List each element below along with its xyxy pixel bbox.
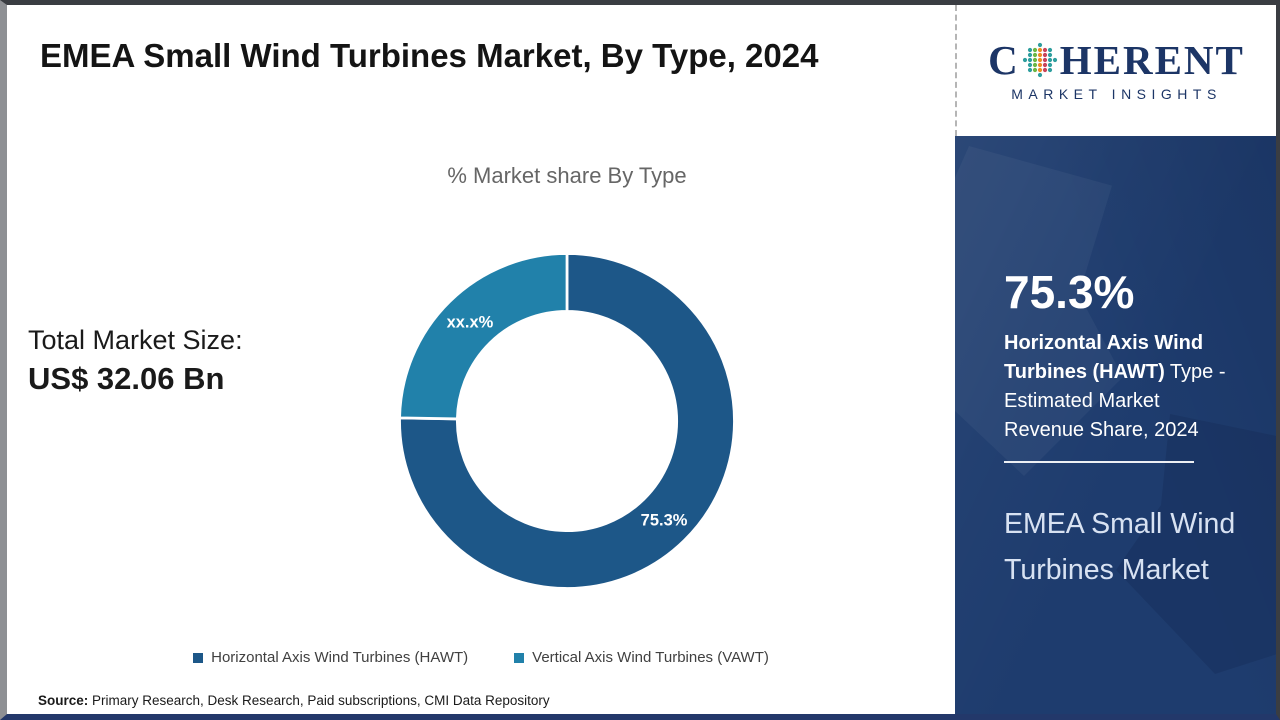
legend-swatch-vawt-icon	[514, 652, 525, 663]
sidebar-share-caption: Type - Estimated Market Revenue Share, 2…	[1004, 361, 1226, 441]
chart-legend: Horizontal Axis Wind Turbines (HAWT) Ver…	[7, 649, 955, 666]
donut-slice	[398, 252, 569, 421]
source-label: Source:	[38, 693, 89, 708]
legend-item-hawt: Horizontal Axis Wind Turbines (HAWT)	[193, 649, 468, 666]
source-text: Primary Research, Desk Research, Paid su…	[88, 693, 550, 708]
sidebar-share-description: Horizontal Axis Wind Turbines (HAWT) Typ…	[1004, 329, 1242, 445]
total-market-size-value: US$ 32.06 Bn	[28, 361, 225, 396]
legend-swatch-hawt-icon	[193, 652, 204, 663]
sidebar-share-value: 75.3%	[1004, 266, 1135, 318]
page-title: EMEA Small Wind Turbines Market, By Type…	[40, 37, 819, 74]
donut-chart: 75.3% xx.x%	[384, 238, 750, 604]
brand-logo: C HERENT	[988, 36, 1245, 83]
legend-label-hawt: Horizontal Axis Wind Turbines (HAWT)	[211, 649, 469, 666]
donut-slice	[398, 252, 736, 590]
sidebar-market-name: EMEA Small Wind Turbines Market	[1004, 508, 1236, 586]
legend-label-vawt: Vertical Axis Wind Turbines (VAWT)	[532, 649, 769, 666]
total-market-size-label: Total Market Size:	[28, 325, 243, 355]
total-market-size-block: Total Market Size: US$ 32.06 Bn	[28, 325, 243, 397]
donut-chart-svg: 75.3% xx.x%	[398, 252, 736, 590]
highlight-sidebar: 75.3% Horizontal Axis Wind Turbines (HAW…	[955, 136, 1276, 714]
sidebar-divider	[1004, 461, 1194, 463]
brand-logo-panel: C HERENT MARKET INSIGHTS	[955, 5, 1276, 136]
brand-word-prefix: C	[988, 36, 1020, 83]
source-note: Source: Primary Research, Desk Research,…	[38, 693, 550, 708]
slice-data-label: xx.x%	[447, 314, 494, 332]
sidebar-share-segment: Horizontal Axis Wind Turbines (HAWT)	[1004, 332, 1204, 383]
slice-data-label: 75.3%	[641, 511, 688, 529]
chart-title: % Market share By Type	[447, 163, 687, 188]
legend-item-vawt: Vertical Axis Wind Turbines (VAWT)	[514, 649, 769, 666]
brand-tagline: MARKET INSIGHTS	[1011, 85, 1222, 102]
brand-word-suffix: HERENT	[1059, 36, 1245, 83]
dotted-globe-icon	[1022, 42, 1057, 78]
